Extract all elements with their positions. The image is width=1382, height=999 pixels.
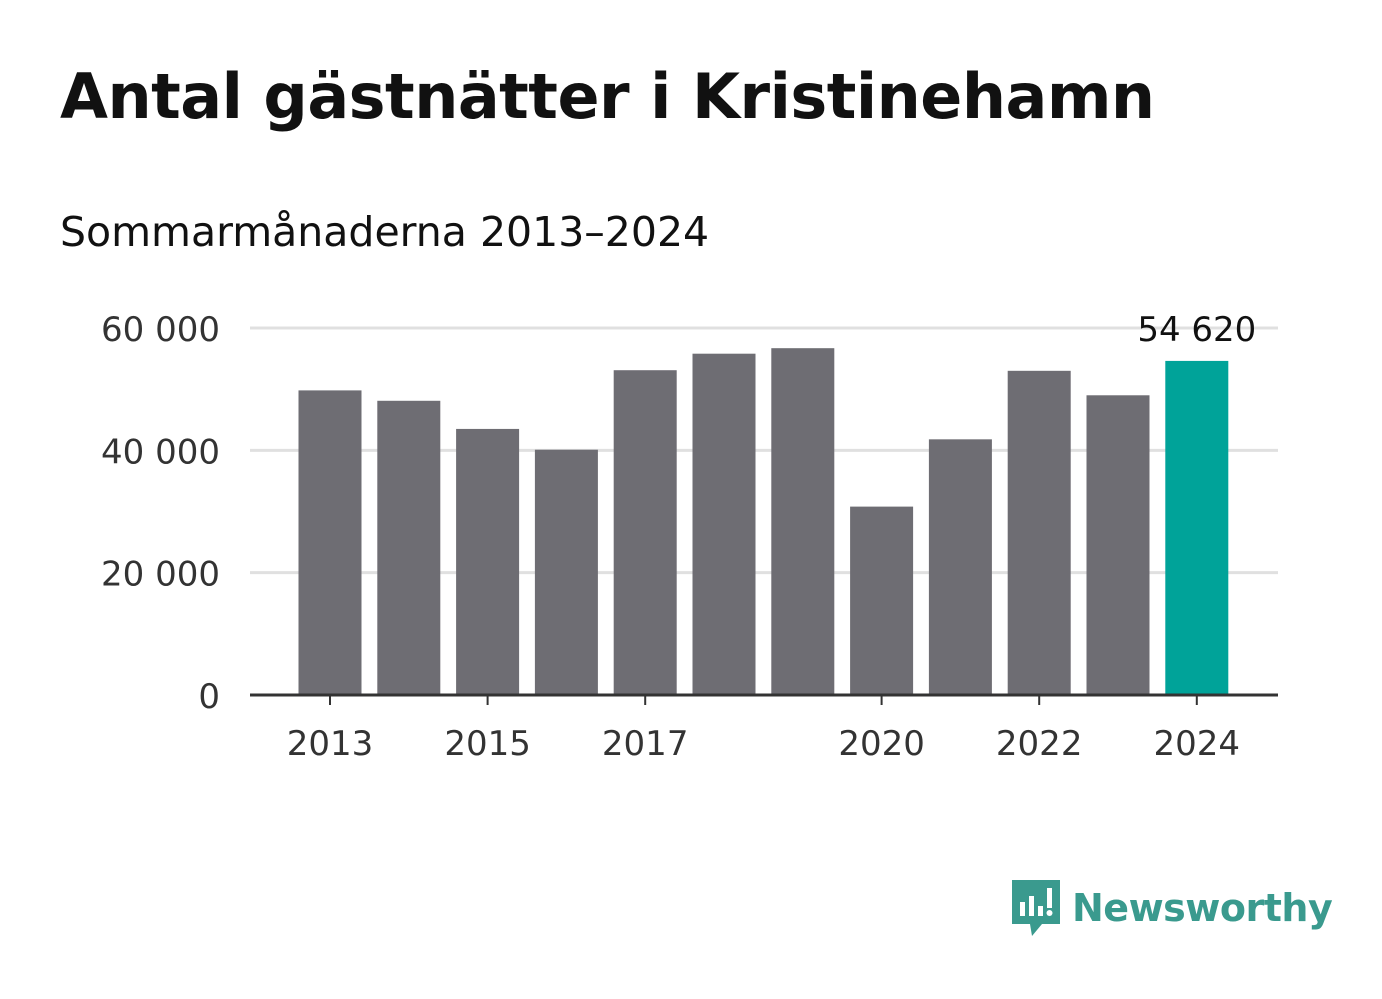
newsworthy-logo-text: Newsworthy — [1072, 886, 1333, 930]
bars — [298, 348, 1229, 695]
chart-subtitle: Sommarmånaderna 2013–2024 — [60, 208, 710, 256]
x-tick-label: 2022 — [996, 724, 1083, 764]
y-tick-label: 20 000 — [101, 555, 220, 595]
bar — [1086, 395, 1150, 695]
bar — [771, 348, 835, 695]
axes — [250, 693, 1278, 705]
y-tick-label: 40 000 — [101, 432, 220, 472]
x-tick-label: 2015 — [444, 724, 531, 764]
bar — [1007, 370, 1071, 695]
bar — [377, 400, 441, 695]
x-tick-label: 2017 — [602, 724, 689, 764]
x-tick-label: 2024 — [1154, 724, 1241, 764]
data-label: 54 620 — [1137, 310, 1256, 350]
chart-title: Antal gästnätter i Kristinehamn — [60, 60, 1155, 133]
x-tick-label: 2013 — [287, 724, 374, 764]
bar-highlight — [1165, 360, 1229, 695]
y-tick-label: 0 — [198, 677, 220, 717]
bar — [456, 428, 520, 695]
newsworthy-logo-icon — [1012, 880, 1060, 936]
bar — [692, 353, 756, 695]
x-tick-label: 2020 — [838, 724, 925, 764]
bar — [298, 390, 362, 695]
labels: 0 20 000 40 000 60 000 54 620 2013 2015 2017 202… — [101, 310, 1256, 764]
bar — [613, 370, 677, 695]
y-tick-label: 60 000 — [101, 310, 220, 350]
newsworthy-logo: Newsworthy — [1010, 878, 1333, 938]
bar — [534, 449, 598, 695]
bar — [928, 439, 992, 695]
bar — [850, 506, 914, 695]
